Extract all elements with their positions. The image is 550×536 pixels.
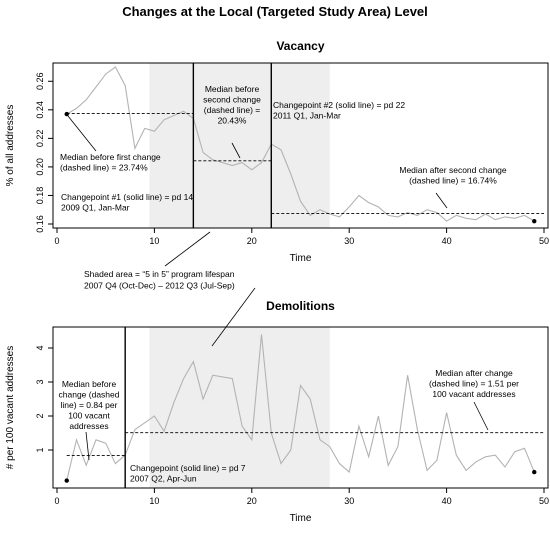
- x-tick-label: 10: [149, 236, 159, 246]
- y-axis-label: % of all addresses: [5, 105, 16, 187]
- x-tick-label: 50: [539, 236, 549, 246]
- annotation-text: Changepoint #2 (solid line) = pd 22 2011 …: [273, 100, 405, 121]
- shaded-area-note: Shaded area = “5 in 5” program lifespan 2…: [84, 231, 256, 347]
- x-tick-label: 0: [54, 236, 59, 246]
- endpoint-marker: [532, 218, 537, 224]
- annotation-pointer: [435, 192, 448, 209]
- y-tick-label: 0.20: [35, 158, 45, 176]
- note-pointer-bottom: [211, 287, 256, 347]
- annotation-text: Median before change (dashed line) = 0.84 …: [59, 379, 120, 431]
- x-tick-label: 30: [344, 496, 354, 506]
- annotation-pointer: [231, 142, 241, 159]
- annotation-text: Changepoint (solid line) = pd 7 2007 Q2, …: [130, 463, 246, 484]
- x-tick-label: 50: [539, 496, 549, 506]
- vacancy-panel: Vacancy 0 10 20 30 40 50 Time 0.16 0.18 0.20 0.22 0.…: [5, 39, 549, 264]
- y-axis-label: # per 100 vacant addresses: [5, 346, 16, 469]
- y-tick-label: 1: [35, 447, 45, 452]
- x-tick-label: 40: [442, 496, 452, 506]
- figure-title: Changes at the Local (Targeted Study Are…: [122, 4, 428, 19]
- endpoint-marker: [64, 478, 69, 483]
- y-tick-label: 0.22: [35, 130, 45, 148]
- annotation-text: Median before second change (dashed line) …: [203, 84, 261, 126]
- panel-title: Vacancy: [276, 39, 324, 53]
- x-axis-label: Time: [290, 513, 312, 524]
- x-tick-label: 20: [247, 236, 257, 246]
- series-line: [66, 66, 535, 222]
- annotation-text: Median after second change (dashed line) …: [399, 165, 507, 186]
- x-tick-label: 30: [344, 236, 354, 246]
- annotation-text: Changepoint #1 (solid line) = pd 14 2009 …: [61, 192, 193, 213]
- y-tick-label: 0.16: [35, 215, 45, 233]
- y-tick-label: 0.26: [35, 73, 45, 91]
- plot-frame: [52, 62, 549, 229]
- annotation-text: Median after change (dashed line) = 1.51 …: [429, 368, 519, 399]
- panel-title: Demolitions: [266, 299, 335, 313]
- annotation-pointer: [67, 115, 97, 152]
- x-tick-label: 20: [247, 496, 257, 506]
- endpoint-marker: [532, 469, 537, 475]
- plot-frame: [52, 326, 549, 489]
- y-tick-label: 0.18: [35, 187, 45, 205]
- y-tick-label: 3: [35, 379, 45, 384]
- y-tick-label: 0.24: [35, 101, 45, 119]
- note-pointer-top: [164, 231, 211, 267]
- y-tick-label: 2: [35, 413, 45, 418]
- demolitions-panel: Demolitions 0 10 20 30 40 50 Time 1 2 3 4 # per 100 …: [5, 299, 549, 524]
- annotation-pointer: [85, 431, 90, 461]
- x-axis-label: Time: [290, 253, 312, 264]
- x-tick-label: 10: [149, 496, 159, 506]
- endpoint-marker: [64, 111, 69, 117]
- annotation-text: Median before first change (dashed line) …: [60, 152, 161, 173]
- series-line: [66, 334, 535, 481]
- x-tick-label: 40: [442, 236, 452, 246]
- shaded-region: [149, 327, 330, 488]
- y-tick-label: 4: [35, 345, 45, 350]
- x-tick-label: 0: [54, 496, 59, 506]
- annotation-pointer: [473, 401, 489, 431]
- shaded-area-note-text: Shaded area = “5 in 5” program lifespan 2…: [84, 269, 235, 291]
